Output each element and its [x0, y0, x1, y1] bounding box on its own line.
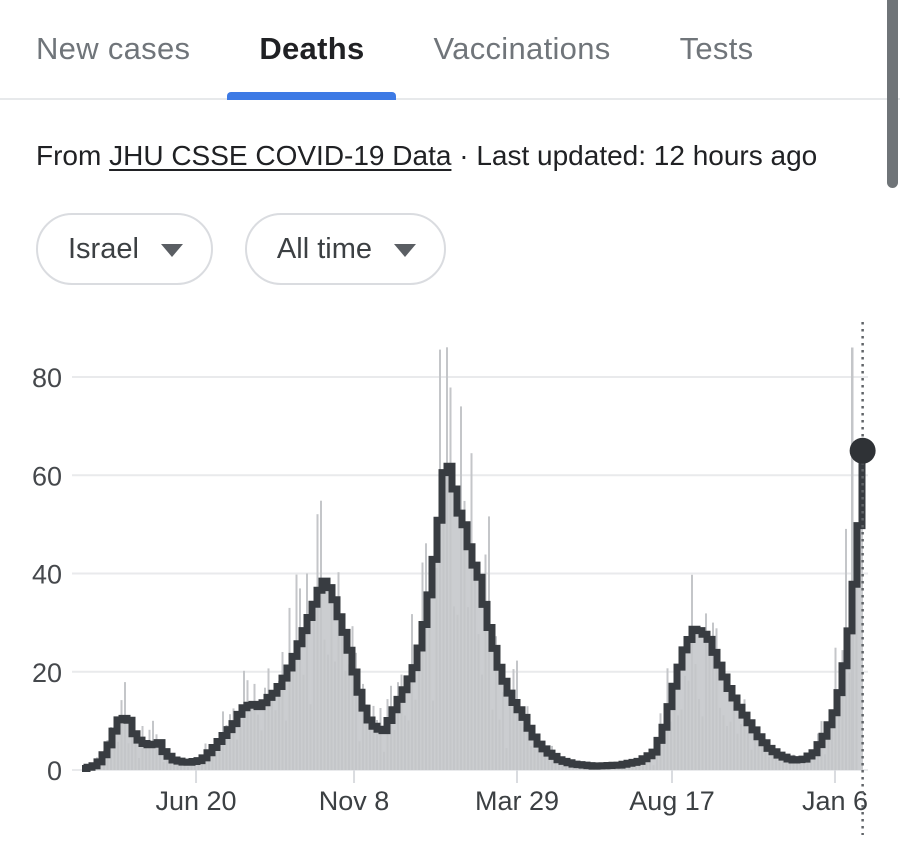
- deaths-chart-canvas[interactable]: 0 20 40 60 80 Jun 20 Nov 8 Mar 29 Aug 17 Jan 6: [0, 300, 900, 841]
- svg-text:20: 20: [32, 658, 62, 688]
- svg-text:80: 80: [32, 363, 62, 393]
- tab-new-cases[interactable]: New cases: [4, 0, 222, 98]
- tab-tests[interactable]: Tests: [648, 0, 786, 98]
- source-link[interactable]: JHU CSSE COVID-19 Data: [109, 140, 452, 171]
- tab-deaths[interactable]: Deaths: [227, 0, 397, 100]
- svg-text:40: 40: [32, 560, 62, 590]
- svg-text:Aug 17: Aug 17: [629, 786, 715, 816]
- chart-filters: Israel All time: [36, 213, 446, 285]
- region-dropdown[interactable]: Israel: [36, 213, 213, 285]
- region-dropdown-value: Israel: [68, 232, 139, 265]
- svg-text:Jun 20: Jun 20: [155, 786, 236, 816]
- chevron-down-icon: [160, 244, 183, 257]
- time-range-dropdown-value: All time: [276, 232, 372, 265]
- time-range-dropdown[interactable]: All time: [244, 213, 446, 285]
- svg-text:Nov 8: Nov 8: [319, 786, 390, 816]
- source-prefix: From: [36, 140, 110, 171]
- svg-text:0: 0: [47, 756, 62, 786]
- svg-text:60: 60: [32, 461, 62, 491]
- last-updated-text: · Last updated: 12 hours ago: [451, 140, 818, 171]
- svg-text:Mar 29: Mar 29: [475, 786, 559, 816]
- tab-label: Vaccinations: [433, 31, 611, 66]
- tab-vaccinations[interactable]: Vaccinations: [401, 0, 642, 98]
- data-source-line: From JHU CSSE COVID-19 Data · Last updat…: [36, 140, 817, 172]
- scrollbar-thumb[interactable]: [887, 0, 898, 188]
- chart-metric-tabs: New cases Deaths Vaccinations Tests: [0, 0, 900, 100]
- tab-overflow-fade: [776, 0, 886, 98]
- tab-label: Deaths: [259, 31, 365, 66]
- chevron-down-icon: [394, 244, 416, 257]
- tab-label: New cases: [36, 31, 191, 66]
- tab-label: Tests: [679, 31, 754, 66]
- svg-text:Jan 6: Jan 6: [802, 786, 868, 816]
- active-tab-indicator: [227, 92, 397, 100]
